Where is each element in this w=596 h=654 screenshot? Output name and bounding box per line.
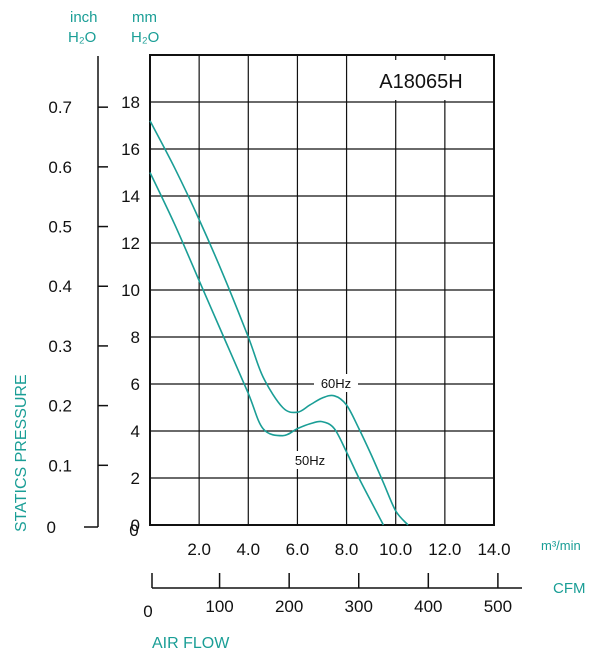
inch-tick-label: 0.3: [48, 337, 72, 356]
origin-label: 0: [129, 521, 138, 540]
mm-tick-label: 10: [121, 281, 140, 300]
inch-tick-label: 0.2: [48, 397, 72, 416]
m3-tick-label: 2.0: [187, 540, 211, 559]
inch-tick-label: 0.7: [48, 98, 72, 117]
m3-tick-label: 14.0: [477, 540, 510, 559]
cfm-axis-ticks: 0 100 200 300 400 500: [143, 573, 512, 621]
label-bg-60hz: [314, 374, 358, 392]
cfm-tick-label: 0: [143, 602, 152, 621]
mm-axis-ticks: 0 2 4 6 8 10 12 14 16 18: [121, 93, 140, 535]
series-line-60hz: [149, 120, 409, 526]
label-bg-50hz: [288, 451, 332, 469]
cfm-tick-label: 400: [414, 597, 442, 616]
mm-tick-label: 2: [131, 469, 140, 488]
mm-tick-label: 8: [131, 328, 140, 347]
inch-axis-ticks: 0 0.1 0.2 0.3 0.4 0.5 0.6 0.7: [47, 98, 108, 537]
inch-tick-label: 0.4: [48, 277, 72, 296]
model-label: A18065H: [379, 71, 462, 93]
cfm-unit-label: CFM: [553, 580, 586, 597]
inch-tick-label: 0.5: [48, 218, 72, 237]
cfm-tick-label: 300: [345, 597, 373, 616]
cfm-tick-label: 500: [484, 597, 512, 616]
y-axis-title: STATICS PRESSURE: [13, 374, 30, 532]
inch-unit-label: inch: [70, 9, 98, 26]
x-axis-title: AIR FLOW: [152, 635, 230, 652]
cfm-tick-label: 200: [275, 597, 303, 616]
mm-tick-label: 16: [121, 140, 140, 159]
mm-h2o-label: H₂O: [131, 29, 159, 46]
model-label-box: [352, 60, 492, 100]
inch-tick-label: 0.1: [48, 456, 72, 475]
series-line-50hz: [149, 172, 385, 526]
series-label-50hz: 50Hz: [295, 453, 325, 468]
inch-tick-label: 0.6: [48, 158, 72, 177]
m3-tick-label: 12.0: [428, 540, 461, 559]
curves: [149, 120, 409, 526]
plot-grid: [149, 54, 495, 526]
mm-tick-label: 14: [121, 187, 140, 206]
m3-axis-ticks: 0 2.0 4.0 6.0 8.0 10.0 12.0 14.0: [129, 521, 510, 559]
m3-tick-label: 8.0: [335, 540, 359, 559]
m3-tick-label: 10.0: [379, 540, 412, 559]
mm-unit-label: mm: [132, 9, 157, 26]
mm-tick-label: 12: [121, 234, 140, 253]
m3-tick-label: 4.0: [236, 540, 260, 559]
series-label-60hz: 60Hz: [321, 376, 351, 391]
inch-tick-label: 0: [47, 518, 56, 537]
m3-tick-label: 6.0: [286, 540, 310, 559]
m3-unit-label: m³/min: [541, 538, 581, 553]
inch-h2o-label: H₂O: [68, 29, 96, 46]
plot-frame: [149, 54, 495, 526]
mm-tick-label: 0: [131, 516, 140, 535]
mm-tick-label: 18: [121, 93, 140, 112]
mm-tick-label: 6: [131, 375, 140, 394]
cfm-tick-label: 100: [205, 597, 233, 616]
mm-tick-label: 4: [131, 422, 140, 441]
